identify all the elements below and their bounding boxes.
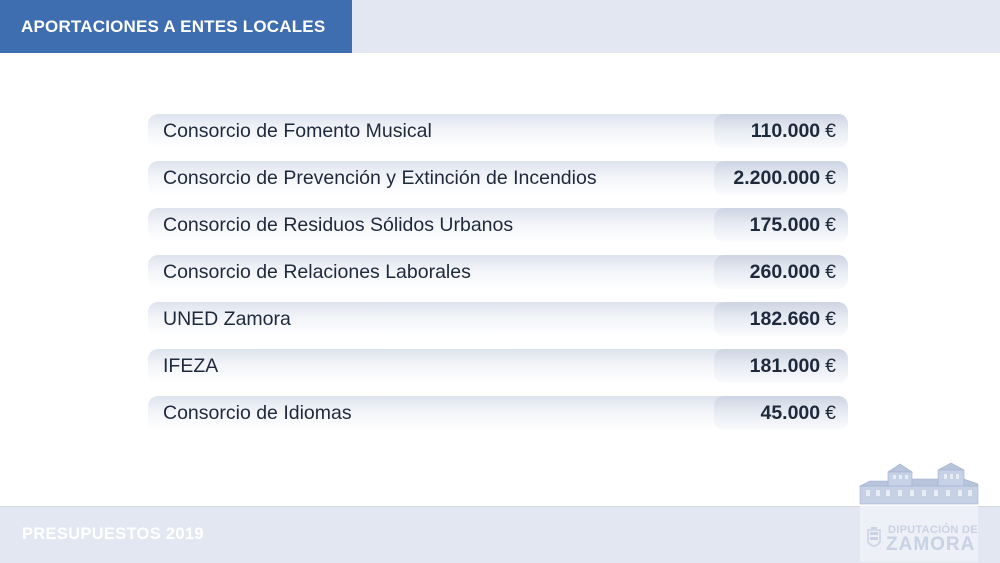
currency-symbol: € — [825, 167, 836, 189]
building-icon — [859, 462, 979, 505]
entity-name: Consorcio de Relaciones Laborales — [163, 261, 471, 283]
list-item: IFEZA 181.000 € — [148, 349, 848, 383]
currency-symbol: € — [825, 308, 836, 330]
page-title: APORTACIONES A ENTES LOCALES — [0, 0, 352, 53]
entity-name: Consorcio de Prevención y Extinción de I… — [163, 167, 597, 189]
amount-value: 260.000 — [749, 261, 821, 283]
amount-value: 110.000 — [750, 120, 821, 142]
amount-value: 2.200.000 — [733, 167, 821, 189]
logo-line2: ZAMORA — [886, 534, 976, 555]
diputacion-zamora-logo: DIPUTACIÓN DE ZAMORA — [858, 462, 980, 562]
amount-box: 182.660 € — [714, 302, 848, 336]
currency-symbol: € — [825, 120, 836, 142]
amount-box: 260.000 € — [714, 255, 848, 289]
amount-box: 110.000 € — [714, 114, 848, 148]
currency-symbol: € — [825, 355, 836, 377]
amount-box: 175.000 € — [714, 208, 848, 242]
entity-name: Consorcio de Residuos Sólidos Urbanos — [163, 214, 514, 236]
entity-name: Consorcio de Idiomas — [163, 402, 352, 424]
amount-value: 175.000 — [749, 214, 821, 236]
amount-box: 2.200.000 € — [714, 161, 848, 195]
entity-name: Consorcio de Fomento Musical — [163, 120, 432, 142]
logo-line1: DIPUTACIÓN DE — [888, 524, 978, 536]
coat-of-arms-icon — [867, 527, 881, 547]
contributions-list: Consorcio de Fomento Musical 110.000 € Co… — [148, 114, 848, 443]
amount-value: 181.000 — [749, 355, 821, 377]
list-item: Consorcio de Prevención y Extinción de I… — [148, 161, 848, 195]
list-item: Consorcio de Residuos Sólidos Urbanos 17… — [148, 208, 848, 242]
amount-value: 45.000 — [760, 402, 821, 424]
list-item: UNED Zamora 182.660 € — [148, 302, 848, 336]
currency-symbol: € — [825, 402, 836, 424]
currency-symbol: € — [825, 261, 836, 283]
list-item: Consorcio de Fomento Musical 110.000 € — [148, 114, 848, 148]
list-item: Consorcio de Idiomas 45.000 € — [148, 396, 848, 430]
currency-symbol: € — [825, 214, 836, 236]
amount-box: 181.000 € — [714, 349, 848, 383]
amount-value: 182.660 — [749, 308, 821, 330]
footer-title: PRESUPUESTOS 2019 — [22, 525, 204, 543]
entity-name: IFEZA — [163, 355, 219, 377]
list-item: Consorcio de Relaciones Laborales 260.00… — [148, 255, 848, 289]
entity-name: UNED Zamora — [163, 308, 291, 330]
footer-bar — [0, 506, 1000, 563]
amount-box: 45.000 € — [714, 396, 848, 430]
